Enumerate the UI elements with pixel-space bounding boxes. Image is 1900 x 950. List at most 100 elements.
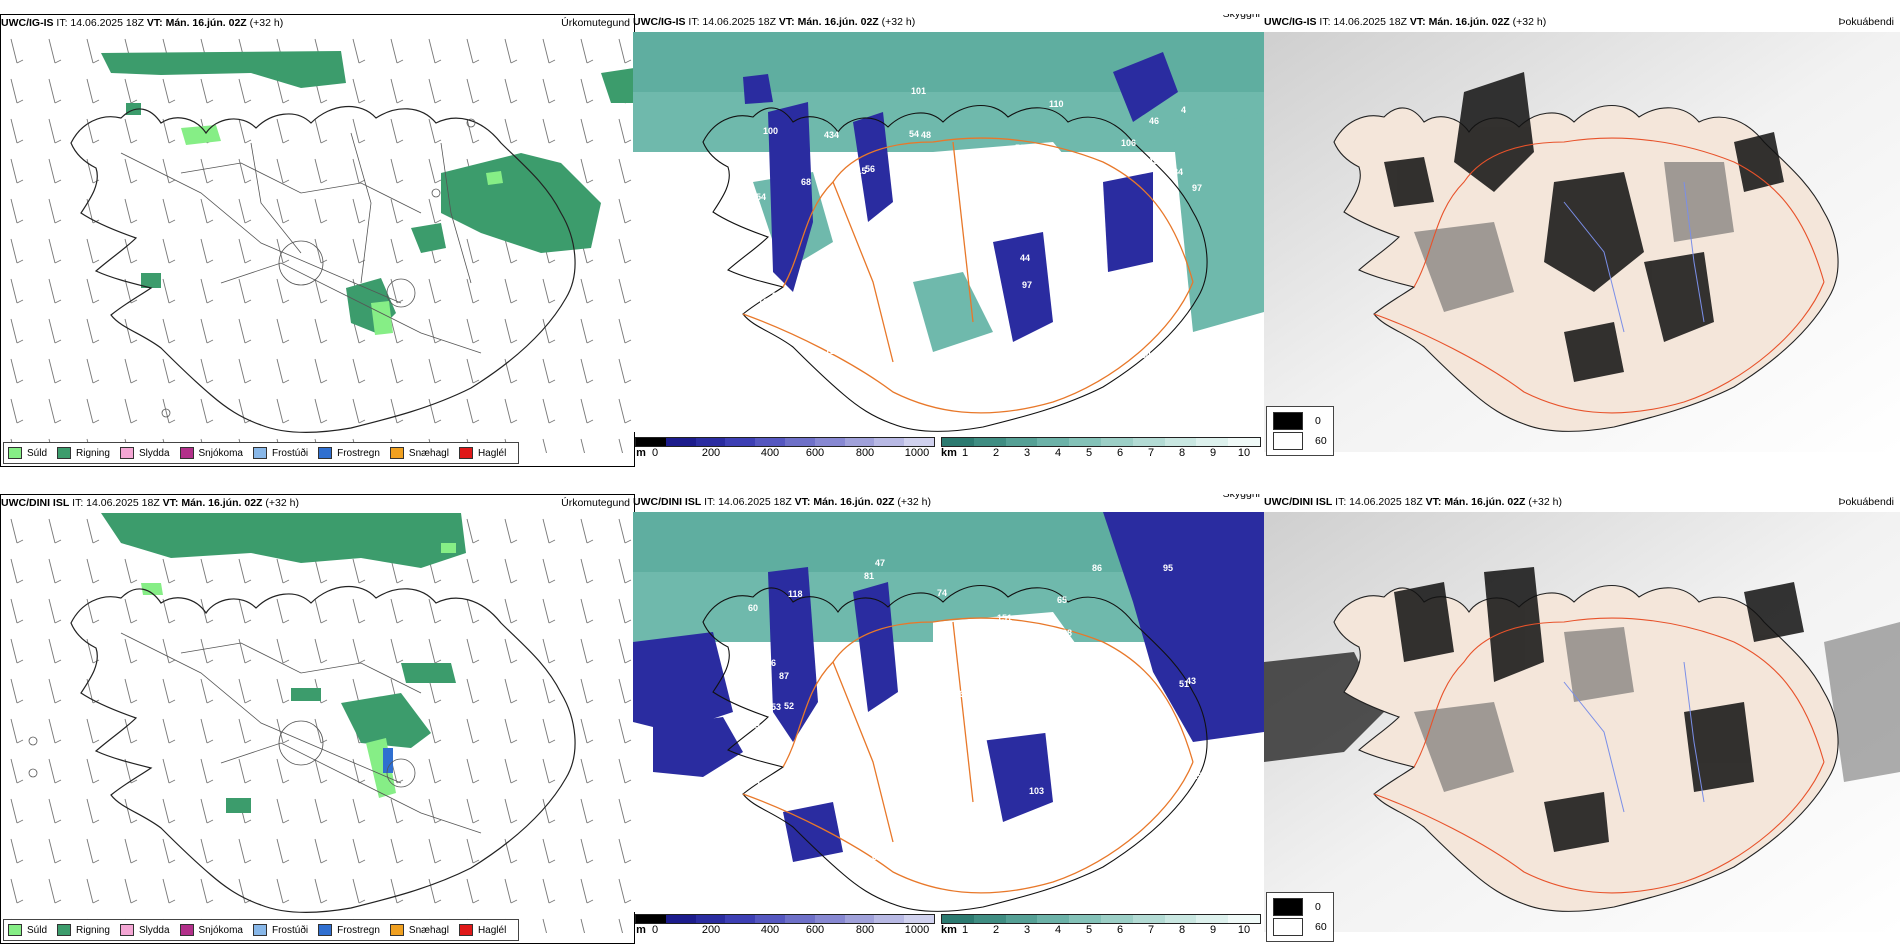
panel-header: UWC/DINI ISL IT: 14.06.2025 18Z VT: Mán.…: [633, 494, 1264, 510]
lead-time: (+32 h): [265, 497, 299, 509]
cloud-base-value: 90: [1028, 843, 1038, 853]
cloud-base-value: 54: [909, 129, 919, 139]
cloud-base-value: 66: [742, 356, 752, 366]
legend-label: Frostregn: [337, 924, 380, 936]
panel-header: UWC/IG-IS IT: 14.06.2025 18Z VT: Mán. 16…: [1264, 14, 1900, 30]
tick: 6: [1116, 924, 1124, 936]
legend-item-slydda: Slydda: [119, 924, 170, 936]
cloud-base-value: 53: [771, 702, 781, 712]
cloud-base-value: 61: [872, 852, 882, 862]
panel-title: Þokuábendi: [1838, 16, 1894, 28]
tick: 10: [1237, 447, 1251, 459]
swatch: [1273, 412, 1303, 430]
fog-legend-row: 0: [1273, 897, 1327, 917]
panel-title: Skyggni: [1222, 494, 1260, 500]
cloud-base-value: 48: [1141, 677, 1151, 687]
legend-item-rigning: Rigning: [57, 924, 110, 936]
colorbar-segment: [814, 915, 845, 923]
cloud-panel-bottom: UWC/DINI ISL IT: 14.06.2025 18Z VT: Mán.…: [633, 494, 1264, 942]
tick: 9: [1209, 924, 1217, 936]
legend-item-frostudi: Frostúði: [252, 924, 308, 936]
cloud-base-value: 87: [779, 671, 789, 681]
cloud-base-value: 103: [1029, 786, 1044, 796]
legend-item-snaehagl: Snæhagl: [389, 924, 449, 936]
cloud-base-value: 97: [865, 715, 875, 725]
cloud-base-value: 72: [906, 311, 916, 321]
internal-lines: [120, 118, 482, 418]
legend-label: Haglél: [477, 924, 507, 936]
fog-dark-areas: [1394, 567, 1804, 852]
cloud-base-value: 89: [772, 291, 782, 301]
roads: [742, 137, 1194, 414]
cloud-base-value: 84: [982, 852, 992, 862]
valid-time: VT: Mán. 16.jún. 02Z: [1425, 496, 1526, 508]
cloud-base-legend: m 0 200 400 600 800 1000: [635, 914, 935, 938]
tick: 600: [805, 924, 825, 936]
tick: 6: [1116, 447, 1124, 459]
colorbar-segment: [1005, 915, 1038, 923]
legend-label: Súld: [27, 447, 48, 459]
cloud-base-value: 101: [1056, 255, 1071, 265]
tick: 7: [1147, 447, 1155, 459]
cloud-base-value: 48: [921, 130, 931, 140]
cloud-base-value: 169: [942, 838, 957, 848]
cloud-base-value: 46: [897, 224, 907, 234]
cloud-base-value: 198: [1135, 317, 1150, 327]
drizzle-areas: [181, 125, 503, 335]
legend-item-slydda: Slydda: [119, 447, 170, 459]
roads: [742, 617, 1194, 894]
cloud-base-value: 129: [825, 346, 840, 356]
colorbar-segment: [904, 915, 934, 923]
precip-panel-top: UWC/IG-IS IT: 14.06.2025 18Z VT: Mán. 16…: [0, 14, 635, 467]
swatch: [318, 924, 333, 936]
lead-time: (+32 h): [881, 16, 916, 28]
colorbar-segment: [942, 915, 974, 923]
cloud-base-value: 44: [1020, 253, 1030, 263]
rivers: [1563, 181, 1705, 333]
tick: 800: [855, 447, 875, 459]
cloud-panel-top: UWC/IG-IS IT: 14.06.2025 18Z VT: Mán. 16…: [633, 14, 1264, 465]
colorbar-segment: [1037, 438, 1070, 446]
valid-time: VT: Mán. 16.jún. 02Z: [1409, 16, 1510, 28]
legend-item-sudl: Súld: [8, 924, 47, 936]
colorbar-segment: [1228, 915, 1260, 923]
cloud-base-value: 51: [1179, 679, 1189, 689]
colorbar-segment: [1164, 915, 1197, 923]
panel-title: Þokuábendi: [1838, 496, 1894, 508]
rain-areas: [101, 51, 634, 333]
colorbar-segment: [636, 915, 666, 923]
cloud-base-colorbar: [635, 914, 935, 924]
colorbar-segment: [844, 438, 875, 446]
swatch: [1273, 432, 1303, 450]
legend-item-frostudi: Frostúði: [252, 447, 308, 459]
cloud-base-value: 45: [1148, 156, 1158, 166]
cloud-base-value: 151: [997, 613, 1012, 623]
cloud-base-value: 46: [1149, 116, 1159, 126]
tick: 1000: [904, 447, 930, 459]
cloud-base-value: 101: [911, 86, 926, 96]
cloud-base-value: 202: [899, 670, 914, 680]
swatch: [8, 924, 22, 936]
cloud-base-value: 53: [812, 324, 822, 334]
colorbar-segment: [784, 438, 815, 446]
low-cloud-areas: [743, 52, 1178, 342]
colorbar-segment: [755, 438, 785, 446]
fog-label: 60: [1315, 435, 1327, 447]
cloud-base-value: 121: [822, 759, 837, 769]
colorbar-segment: [904, 438, 934, 446]
cloud-base-value: 66: [959, 689, 969, 699]
cloud-base-value: 53: [750, 721, 760, 731]
cloud-base-value: 85: [994, 851, 1004, 861]
tick: 2: [992, 447, 1000, 459]
cloud-base-value: 82: [1108, 807, 1118, 817]
colorbar-segment: [665, 915, 696, 923]
iceland-coastline: [70, 586, 576, 913]
cloud-base-value: 120: [731, 773, 746, 783]
cloud-base-value: 136: [1116, 803, 1131, 813]
colorbar-segment: [1164, 438, 1197, 446]
colorbar-segment: [1132, 438, 1165, 446]
swatch: [57, 447, 72, 459]
cloud-base-value: 98: [1051, 251, 1061, 261]
colorbar-segment: [844, 915, 875, 923]
